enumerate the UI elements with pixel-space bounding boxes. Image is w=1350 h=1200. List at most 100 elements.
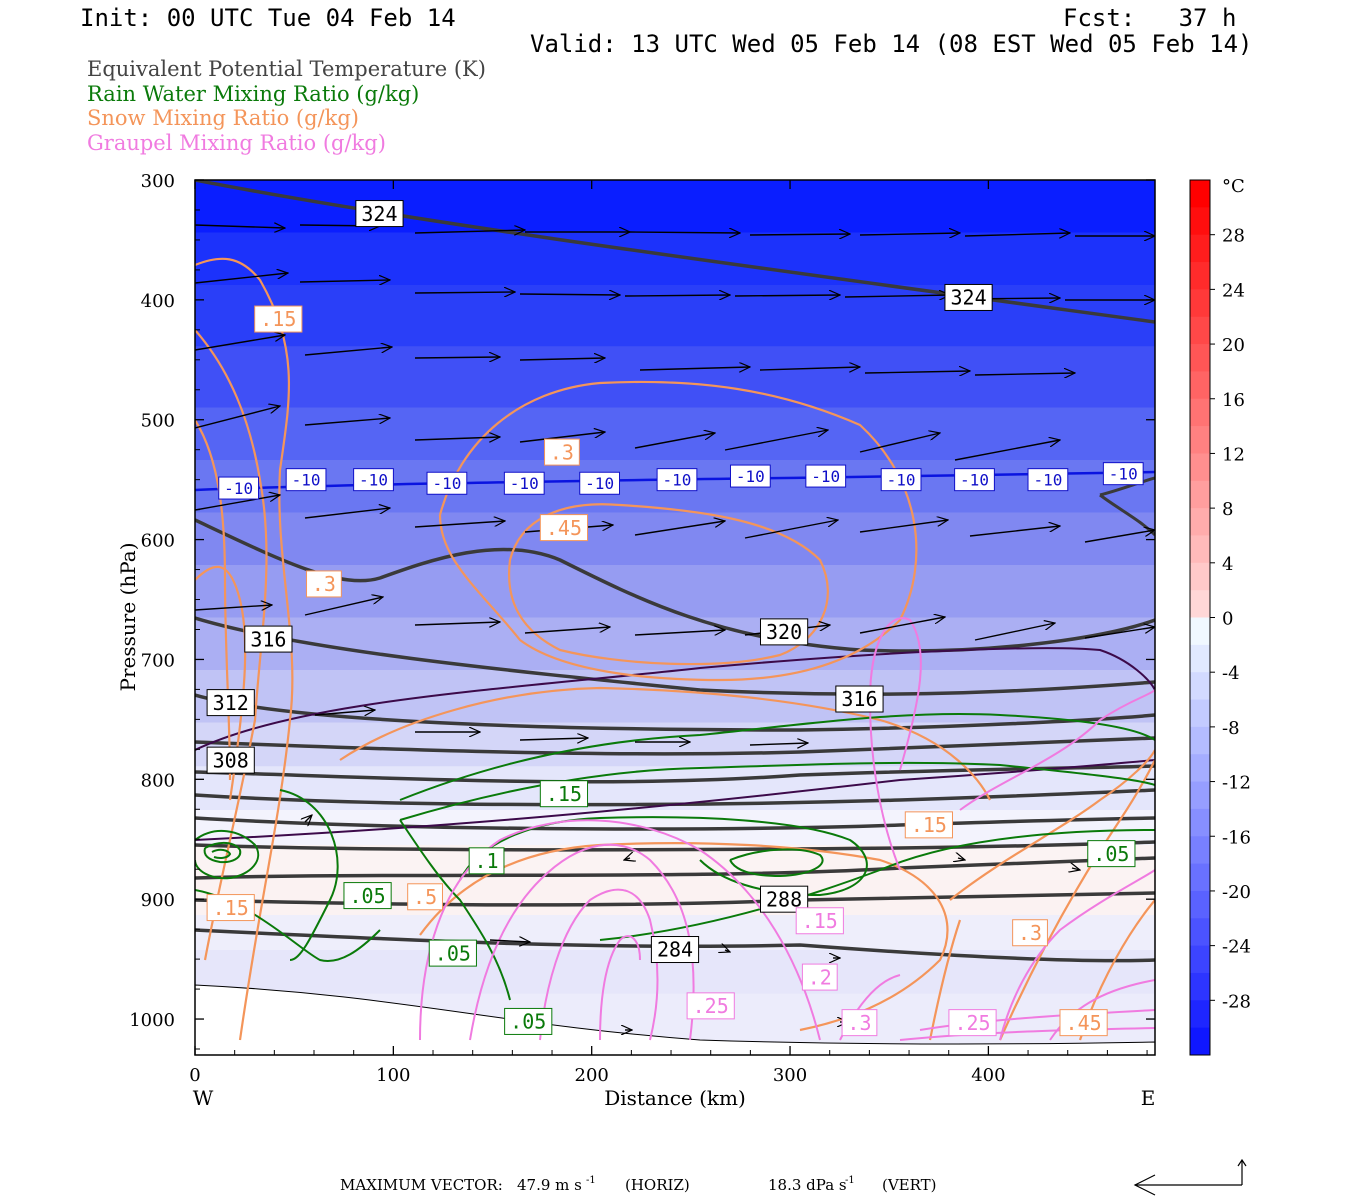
colorbar-tick-label: -20 xyxy=(1222,882,1251,903)
wind-vector xyxy=(634,630,725,636)
wind-vector xyxy=(195,495,280,511)
isotherm-label-box xyxy=(218,476,260,500)
theta-e-label: 316 xyxy=(841,687,877,711)
shade-band xyxy=(195,232,1155,286)
snow-label-box xyxy=(206,894,255,922)
colorbar-tick-label: -16 xyxy=(1222,827,1251,848)
y-tick-label: 700 xyxy=(141,650,175,671)
valid-time: Valid: 13 UTC Wed 05 Feb 14 (08 EST Wed … xyxy=(530,30,1253,58)
theta-e-contour xyxy=(195,788,1155,807)
colorbar-cell xyxy=(1190,289,1210,318)
rain-contour xyxy=(399,761,1155,821)
rain-contour xyxy=(729,848,824,878)
init-time: Init: 00 UTC Tue 04 Feb 14 xyxy=(80,4,456,32)
isotherm-label-box xyxy=(954,468,995,492)
freezing-line xyxy=(195,759,1155,841)
rain-contour xyxy=(203,842,242,864)
wind-vector xyxy=(304,597,383,616)
colorbar-cell xyxy=(1190,918,1210,947)
graupel-label-box xyxy=(686,992,735,1020)
colorbar-cell xyxy=(1190,863,1210,892)
graupel-label: .25 xyxy=(954,1011,990,1035)
west-label: W xyxy=(193,1086,214,1110)
wind-vector xyxy=(639,367,750,370)
graupel-label-box xyxy=(795,907,844,935)
wind-vector xyxy=(1084,530,1155,543)
rain-contour xyxy=(599,829,1155,941)
colorbar-tick-label: -4 xyxy=(1222,663,1240,684)
freezing-line xyxy=(195,647,1155,751)
rain-contour xyxy=(399,819,511,1001)
graupel-contour xyxy=(999,869,1155,1041)
snow-contour xyxy=(195,329,268,961)
reference-vert-arrowhead xyxy=(1237,1158,1247,1167)
graupel-label: .25 xyxy=(693,994,729,1018)
colorbar-tick-label: -8 xyxy=(1222,718,1240,739)
snow-label-box xyxy=(306,570,342,598)
temperature-shading xyxy=(195,180,1155,1056)
wind-vector xyxy=(304,347,392,356)
colorbar-cell xyxy=(1190,726,1210,755)
snow-label: .3 xyxy=(312,572,336,596)
colorbar-cell xyxy=(1190,508,1210,536)
colorbar-cell xyxy=(1190,754,1210,783)
colorbar-cell xyxy=(1190,344,1210,372)
theta-e-label: 308 xyxy=(213,748,249,772)
y-tick-label: 900 xyxy=(141,890,175,911)
colorbar-tick-label: 20 xyxy=(1222,335,1245,356)
graupel-contour xyxy=(899,1027,1155,1041)
theta-e-contour xyxy=(195,518,1155,653)
field-legend: Equivalent Potential Temperature (K) Rain… xyxy=(87,57,486,155)
wind-vector xyxy=(859,233,960,235)
graupel-label: .15 xyxy=(802,909,838,933)
wind-vector xyxy=(304,508,390,519)
snow-contour xyxy=(508,503,829,666)
wind-vector xyxy=(629,232,740,233)
colorbar-tick-label: -24 xyxy=(1222,937,1251,958)
wind-vector xyxy=(519,294,620,295)
theta-e-label-box xyxy=(944,283,993,311)
x-tick-label: 200 xyxy=(575,1065,609,1086)
shade-band xyxy=(195,346,1155,408)
colorbar-tick-label: 12 xyxy=(1222,444,1245,465)
colorbar-cell xyxy=(1190,234,1210,263)
graupel-contour xyxy=(919,1009,1155,1031)
theta-e-label: 284 xyxy=(657,938,693,962)
graupel-contour xyxy=(599,935,641,1041)
y-tick-label: 300 xyxy=(141,171,175,192)
isotherm-label-box xyxy=(285,468,327,492)
snow-contour xyxy=(339,686,991,801)
colorbar-tick-label: 16 xyxy=(1222,390,1245,411)
wind-vector xyxy=(864,371,970,373)
colorbar-tick-label: 24 xyxy=(1222,280,1245,301)
shade-band xyxy=(195,617,1155,671)
snow-label-box xyxy=(1012,919,1048,947)
colorbar-tick-label: 0 xyxy=(1222,609,1233,630)
isotherm-label: -10 xyxy=(359,470,388,489)
y-tick-label: 400 xyxy=(141,291,175,312)
colorbar-cell xyxy=(1190,1000,1210,1029)
wind-vector xyxy=(414,357,500,358)
snow-contour xyxy=(438,380,918,682)
wind-vector xyxy=(305,815,312,822)
max-vector-horiz-exp: -1 xyxy=(586,1175,596,1186)
wind-vector xyxy=(749,743,808,745)
snow-label-box xyxy=(904,811,953,839)
rain-label-box xyxy=(468,847,505,875)
colorbar-tick-label: 28 xyxy=(1222,226,1245,247)
wind-vector xyxy=(749,234,850,235)
colorbar-cell xyxy=(1190,262,1210,290)
wind-vector xyxy=(724,430,828,451)
x-tick-label: 100 xyxy=(376,1065,410,1086)
wind-vector xyxy=(859,617,945,634)
colorbar-cell xyxy=(1190,426,1210,454)
isotherm-label: -10 xyxy=(1109,464,1138,483)
shade-band xyxy=(195,407,1155,461)
y-tick-label: 500 xyxy=(141,411,175,432)
colorbar-cell xyxy=(1190,672,1210,701)
snow-label: .45 xyxy=(1066,1011,1102,1035)
y-tick-label: 1000 xyxy=(129,1010,175,1031)
wind-vector xyxy=(964,233,1070,236)
graupel-contour xyxy=(868,617,922,871)
